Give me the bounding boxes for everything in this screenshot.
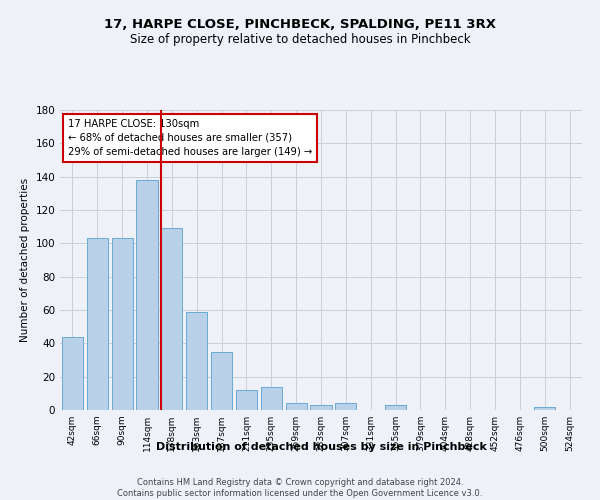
Bar	[534, 406, 555, 410]
Text: Contains HM Land Registry data © Crown copyright and database right 2024.
Contai: Contains HM Land Registry data © Crown c…	[118, 478, 482, 498]
Bar	[385, 405, 406, 410]
Bar	[335, 404, 356, 410]
Text: Size of property relative to detached houses in Pinchbeck: Size of property relative to detached ho…	[130, 32, 470, 46]
Bar	[62, 336, 83, 410]
Bar	[161, 228, 182, 410]
Text: Distribution of detached houses by size in Pinchbeck: Distribution of detached houses by size …	[155, 442, 487, 452]
Bar	[286, 404, 307, 410]
Bar	[310, 405, 332, 410]
Bar	[136, 180, 158, 410]
Bar	[186, 312, 207, 410]
Bar	[87, 238, 108, 410]
Text: 17, HARPE CLOSE, PINCHBECK, SPALDING, PE11 3RX: 17, HARPE CLOSE, PINCHBECK, SPALDING, PE…	[104, 18, 496, 30]
Bar	[261, 386, 282, 410]
Bar	[211, 352, 232, 410]
Bar	[236, 390, 257, 410]
Y-axis label: Number of detached properties: Number of detached properties	[20, 178, 30, 342]
Text: 17 HARPE CLOSE: 130sqm
← 68% of detached houses are smaller (357)
29% of semi-de: 17 HARPE CLOSE: 130sqm ← 68% of detached…	[68, 119, 312, 157]
Bar	[112, 238, 133, 410]
